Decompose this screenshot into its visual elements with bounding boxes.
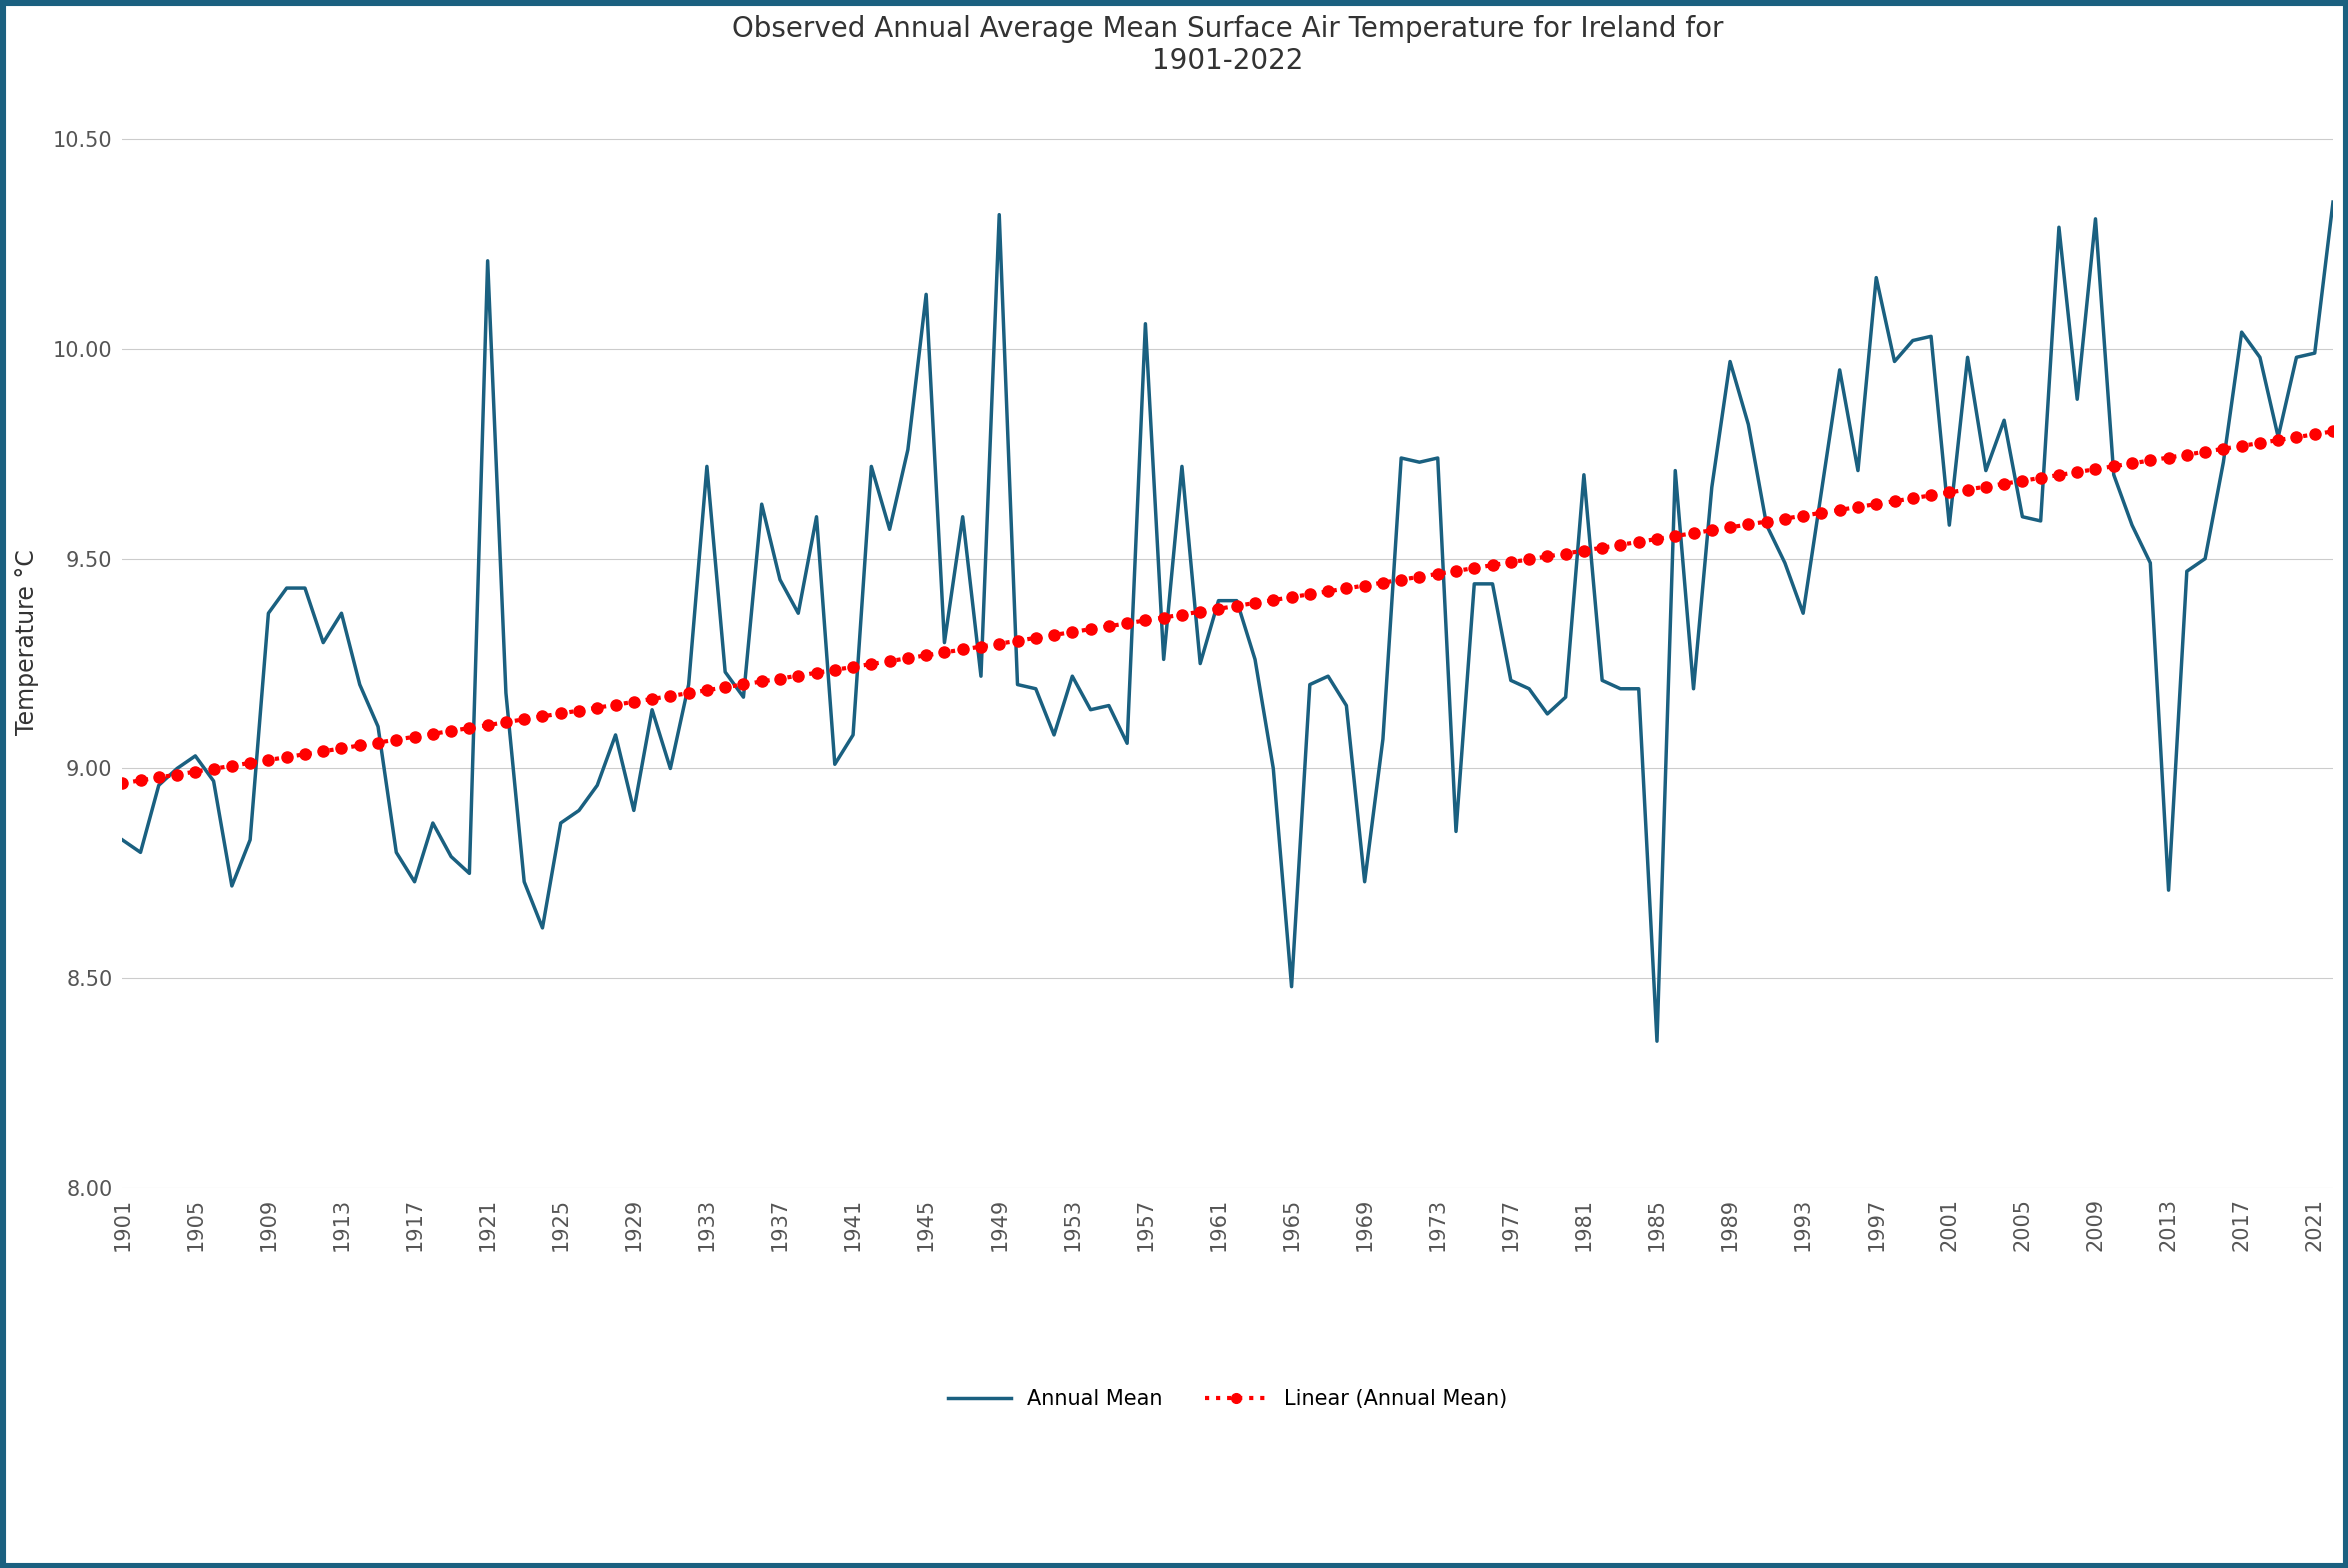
Title: Observed Annual Average Mean Surface Air Temperature for Ireland for
1901-2022: Observed Annual Average Mean Surface Air… [733,16,1723,75]
Legend: Annual Mean, Linear (Annual Mean): Annual Mean, Linear (Annual Mean) [939,1381,1514,1417]
Y-axis label: Temperature °C: Temperature °C [14,550,40,735]
